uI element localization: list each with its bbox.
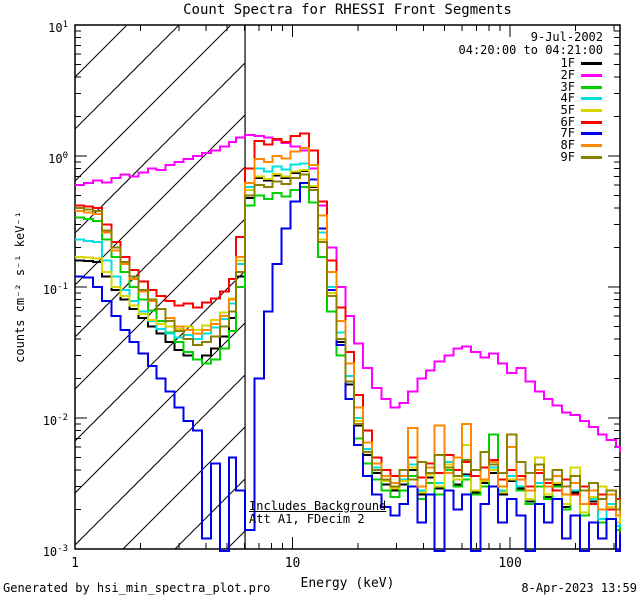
x-tick-label-100: 100 xyxy=(498,556,522,571)
legend-item-2f: 2F xyxy=(520,68,604,83)
legend-swatch-1f xyxy=(581,62,602,66)
legend-swatch-7f xyxy=(581,132,602,136)
legend-swatch-9f xyxy=(581,155,602,159)
legend-swatch-6f xyxy=(581,120,602,124)
y-tick-label-1e-2: 10-2 xyxy=(42,413,68,428)
series-9f-curve xyxy=(75,173,621,511)
series-4f-curve xyxy=(75,162,621,527)
y-tick-label-1e1: 101 xyxy=(48,20,68,35)
y-tick-label-1e-3: 10-3 xyxy=(42,544,68,559)
x-axis-title: Energy (keV) xyxy=(300,576,395,591)
observation-interval: 04:20:00 to 04:21:00 xyxy=(458,43,604,57)
generated-by-text: Generated by hsi_min_spectra_plot.pro xyxy=(3,581,271,595)
series-8f-curve xyxy=(75,147,621,517)
legend-item-1f: 1F xyxy=(520,56,604,71)
x-tick-label-10: 10 xyxy=(284,556,301,571)
legend-swatch-8f xyxy=(581,144,602,148)
legend-item-8f: 8F xyxy=(520,138,604,153)
series-3f-curve xyxy=(75,186,621,531)
legend-label-1f: 1F xyxy=(560,56,575,71)
legend: 1F 2F 3F 4F 5F 6F 7F 8F 9F xyxy=(520,56,604,164)
legend-label-4f: 4F xyxy=(560,91,575,106)
y-axis-title: counts cm⁻² s⁻¹ keV⁻¹ xyxy=(13,211,27,363)
legend-item-9f: 9F xyxy=(520,149,604,164)
legend-item-4f: 4F xyxy=(520,91,604,106)
x-tick-label-1: 1 xyxy=(71,556,79,571)
observation-date: 9-Jul-2002 xyxy=(530,30,603,44)
legend-swatch-2f xyxy=(581,74,602,78)
axis-ticks xyxy=(74,24,620,550)
y-tick-label-1e-1: 10-1 xyxy=(42,282,68,297)
annotation-attenuator-note: Att A1, FDecim 2 xyxy=(249,511,365,526)
plot-annotation: Includes Background Att A1, FDecim 2 xyxy=(249,500,386,525)
legend-item-7f: 7F xyxy=(520,126,604,141)
legend-swatch-4f xyxy=(581,97,602,101)
legend-item-6f: 6F xyxy=(520,116,604,128)
legend-label-5f: 5F xyxy=(560,103,575,118)
legend-item-3f: 3F xyxy=(520,81,604,93)
observation-datetime: 9-Jul-2002 04:20:00 to 04:21:00 xyxy=(300,30,604,57)
chart-title: Count Spectra for RHESSI Front Segments xyxy=(183,2,512,18)
legend-label-3f: 3F xyxy=(560,79,575,94)
legend-label-9f: 9F xyxy=(560,149,575,164)
legend-swatch-5f xyxy=(581,109,602,113)
y-tick-label-1e0: 100 xyxy=(48,151,68,166)
legend-item-5f: 5F xyxy=(520,103,604,118)
series-1f-curve xyxy=(75,169,621,531)
legend-label-7f: 7F xyxy=(560,126,575,141)
annotation-background-note: Includes Background xyxy=(249,499,387,513)
generation-timestamp: 8-Apr-2023 13:59 xyxy=(521,581,637,595)
series-7f-curve xyxy=(75,178,621,552)
legend-label-8f: 8F xyxy=(560,138,575,153)
legend-label-6f: 6F xyxy=(560,114,575,129)
series-2f-curve xyxy=(75,133,621,452)
legend-label-2f: 2F xyxy=(560,68,575,83)
legend-swatch-3f xyxy=(581,85,602,89)
